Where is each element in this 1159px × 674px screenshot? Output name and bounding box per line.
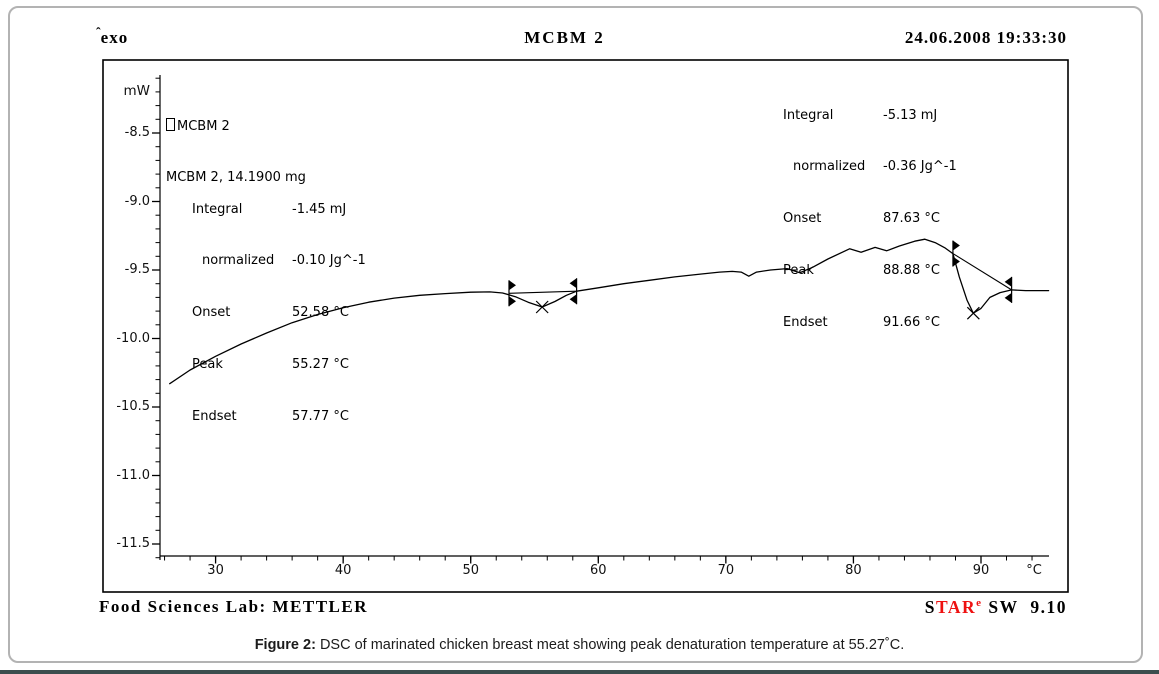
y-tick-label: -10.0	[116, 330, 150, 346]
annotation-row: normalized -0.36 Jg^-1	[793, 159, 957, 175]
annotation-row: Onset 52.58 °C	[192, 305, 349, 321]
peak2-annotation-block: Integral -5.13 mJ normalized -0.36 Jg^-1 O…	[783, 72, 957, 349]
annotation-row: normalized -0.10 Jg^-1	[202, 253, 366, 269]
lab-name-label: Food Sciences Lab: METTLER	[99, 597, 368, 616]
x-tick-label: 80	[845, 563, 862, 578]
annotation-row: Integral -1.45 mJ	[192, 201, 347, 217]
figure-caption: Figure 2: DSC of marinated chicken breas…	[254, 637, 905, 653]
annotation-row: Peak 88.88 °C	[783, 263, 940, 279]
y-tick-label: -9.0	[124, 193, 150, 209]
sample-legend-line: MCBM 2	[166, 118, 306, 135]
y-axis-unit-label: mW	[123, 83, 151, 99]
sample-legend: MCBM 2 MCBM 2, 14.1900 mg	[166, 84, 306, 203]
figure-number: Figure 2:	[254, 637, 316, 653]
x-tick-label: 70	[717, 563, 735, 578]
software-version-label: STARe SW 9.10	[924, 597, 1067, 617]
annotation-row: Peak 55.27 °C	[192, 357, 349, 373]
y-tick-label: -9.5	[124, 262, 150, 277]
star-red-letters: TAR	[935, 597, 977, 617]
star-e-superscript: e	[976, 597, 983, 610]
sample-description: MCBM 2, 14.1900 mg	[166, 170, 306, 185]
y-tick-label: -8.5	[124, 125, 150, 140]
x-tick-label: 50	[462, 563, 479, 578]
annotation-row: Integral -5.13 mJ	[783, 107, 938, 123]
annotation-row: Endset 91.66 °C	[783, 315, 940, 331]
x-tick-label: 30	[207, 563, 224, 578]
y-tick-label: -10.5	[116, 399, 150, 414]
peak1-annotation-block: Integral -1.45 mJ normalized -0.10 Jg^-1 O…	[192, 166, 366, 443]
exo-up-arrow-icon: ˆ	[96, 26, 102, 41]
y-tick-label: -11.0	[116, 467, 150, 483]
y-tick-label: -11.5	[116, 536, 150, 551]
figure-card	[8, 6, 1143, 663]
x-axis-unit-label: °C	[1026, 563, 1042, 578]
x-tick-label: 40	[334, 563, 352, 578]
x-tick-label: 90	[972, 563, 990, 578]
curve-legend-box-icon	[166, 118, 175, 131]
exo-direction-label: ˆexo	[96, 26, 129, 47]
annotation-row: Onset 87.63 °C	[783, 211, 940, 227]
page-bottom-rule	[0, 670, 1159, 674]
measurement-datetime: 24.06.2008 19:33:30	[904, 28, 1067, 47]
annotation-row: Endset 57.77 °C	[192, 409, 349, 425]
x-tick-label: 60	[590, 563, 607, 578]
chart-title: MCBM 2	[524, 28, 605, 47]
